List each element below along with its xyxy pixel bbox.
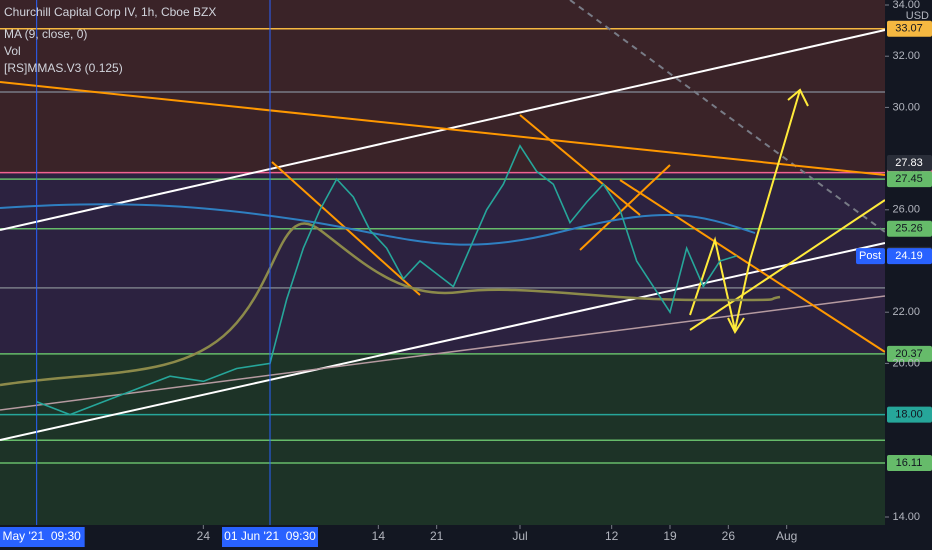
zone <box>0 0 885 173</box>
y-tick-label: 22.00 <box>892 306 920 318</box>
price-tag <box>887 454 932 471</box>
moving-average <box>0 203 756 246</box>
price-tag <box>887 20 932 37</box>
series <box>36 0 737 525</box>
cursor-date-label: 4 May '21 09:30 <box>0 529 81 543</box>
indicator-label: Vol <box>4 44 21 58</box>
price-tag-label: 18.00 <box>895 409 923 421</box>
session-tag <box>856 248 885 265</box>
trendline <box>0 81 886 176</box>
price-tag <box>887 171 932 188</box>
price-tag-label: 27.45 <box>895 173 923 185</box>
price-tag-label: 27.83 <box>895 157 923 169</box>
y-tick-label: 14.00 <box>892 511 920 523</box>
x-tick-label: 26 <box>722 529 736 543</box>
levels <box>0 28 885 464</box>
price-tag <box>887 248 932 265</box>
x-tick-label: Jul <box>512 529 527 543</box>
indicator-label: [RS]MMAS.V3 (0.125) <box>4 61 123 75</box>
y-tick-label: 20.00 <box>892 357 920 369</box>
x-tick-label: 19 <box>663 529 677 543</box>
zone <box>0 172 885 354</box>
moving-average <box>0 222 781 387</box>
x-tick-label: 12 <box>605 529 619 543</box>
price-tag <box>887 406 932 423</box>
y-tick-label: 26.00 <box>892 204 920 216</box>
x-tick-label: Aug <box>776 529 797 543</box>
price-tag-label: 20.37 <box>895 348 923 360</box>
x-tick-label: 21 <box>430 529 444 543</box>
currency-label: USD <box>906 10 929 22</box>
drawings <box>0 0 886 441</box>
trendline <box>579 164 671 251</box>
chart-title: Churchill Capital Corp IV, 1h, Cboe BZX <box>4 5 216 19</box>
x-tick-label: 24 <box>197 529 211 543</box>
y-tick-label: 34.00 <box>892 0 920 11</box>
indicator-label: MA (9, close, 0) <box>4 27 87 41</box>
arrow-head <box>787 88 809 107</box>
price-tag-label: 16.11 <box>896 457 923 469</box>
price-line <box>36 144 737 416</box>
trendline <box>0 242 886 441</box>
cursor-date-box <box>222 527 318 547</box>
y-tick-label: 32.00 <box>892 50 920 62</box>
trendline <box>0 29 886 231</box>
trendline <box>619 179 886 353</box>
y-tick-label: 30.00 <box>892 101 920 113</box>
trendline <box>689 199 886 331</box>
time-axis <box>0 525 885 550</box>
session-tag-label: Post <box>859 250 881 262</box>
cursor-date-box <box>0 527 85 547</box>
price-tag <box>887 220 932 237</box>
price-tag-label: 33.07 <box>895 23 923 35</box>
price-tag-label: 25.26 <box>895 223 923 235</box>
arrow-head <box>727 317 745 335</box>
price-tag <box>887 154 932 171</box>
price-tag-label: 24.19 <box>895 250 923 262</box>
zones <box>0 0 885 525</box>
price-tag <box>887 345 932 362</box>
trendline <box>519 114 641 216</box>
x-tick-label: 14 <box>372 529 386 543</box>
cursor-date-label: 01 Jun '21 09:30 <box>224 529 316 543</box>
